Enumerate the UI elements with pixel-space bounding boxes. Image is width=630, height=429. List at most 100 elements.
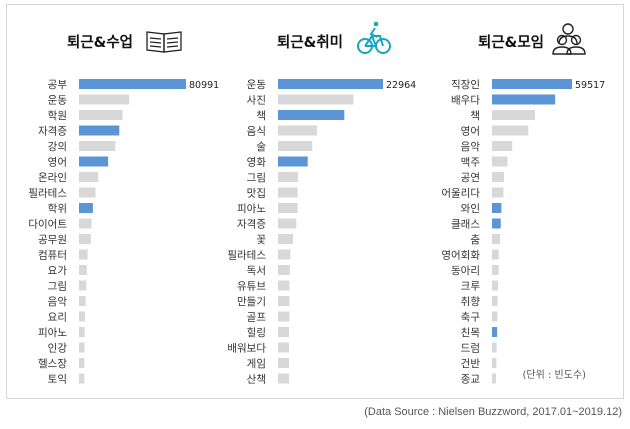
bars-layer: 공부운동학원자격증강의영어온라인필라테스학위다이어트공무원컴퓨터요가그림음악요리… (28, 79, 605, 386)
bar-2-17 (278, 327, 289, 337)
bar-2-16 (278, 311, 290, 322)
category-label-3-15: 취향 (461, 296, 481, 308)
category-label-2-14: 유튜브 (237, 281, 266, 293)
bar-1-10 (79, 218, 92, 229)
bar-1-15 (79, 296, 86, 306)
bar-3-15 (492, 296, 498, 306)
bar-3-11 (492, 234, 501, 244)
bar-3-6 (492, 156, 508, 167)
category-label-3-7: 공연 (461, 172, 480, 184)
category-label-1-11: 공무원 (38, 234, 67, 246)
category-label-2-19: 게임 (247, 357, 266, 370)
category-label-3-17: 친목 (461, 327, 481, 339)
category-label-1-5: 강의 (48, 141, 67, 153)
category-label-3-12: 영어회화 (441, 250, 480, 262)
chart-title-2: 퇴근&취미 (277, 34, 343, 51)
bar-1-9 (79, 203, 93, 213)
category-label-2-12: 필라테스 (227, 250, 266, 262)
bar-3-5 (492, 141, 513, 151)
bar-3-2 (492, 94, 556, 105)
bar-1-14 (79, 280, 87, 291)
category-label-1-2: 운동 (48, 95, 68, 107)
category-label-2-6: 영화 (247, 157, 267, 169)
bar-1-20 (79, 373, 85, 384)
category-label-3-19: 건반 (461, 358, 481, 370)
bar-2-14 (278, 280, 290, 291)
chart-frame (6, 4, 624, 399)
category-label-3-5: 음악 (461, 141, 481, 153)
category-label-1-3: 학원 (48, 110, 67, 122)
unit-label: (단위 : 빈도수) (522, 368, 586, 381)
bar-3-13 (492, 265, 499, 275)
bar-2-13 (278, 265, 290, 275)
bar-1-19 (79, 358, 85, 368)
bar-3-17 (492, 327, 498, 337)
bar-3-20 (492, 373, 496, 384)
category-label-2-20: 산책 (247, 374, 266, 386)
category-label-2-16: 골프 (247, 312, 267, 324)
category-label-2-15: 만들기 (237, 296, 266, 308)
category-label-2-4: 음식 (247, 126, 266, 138)
bar-2-5 (278, 141, 313, 151)
category-label-1-4: 자격증 (38, 125, 67, 138)
category-label-1-12: 컴퓨터 (38, 250, 67, 262)
category-label-2-3: 책 (256, 110, 266, 122)
bar-1-7 (79, 172, 99, 182)
category-label-1-13: 요가 (48, 265, 68, 277)
category-label-2-10: 자격증 (237, 218, 266, 231)
chart-title-3: 퇴근&모임 (478, 34, 544, 51)
category-label-3-20: 종교 (461, 374, 481, 386)
category-label-3-14: 크루 (461, 281, 481, 293)
value-label-1: 80991 (189, 80, 219, 91)
bicycle-icon (357, 21, 391, 54)
category-label-2-9: 피아노 (237, 203, 266, 215)
bar-1-5 (79, 141, 116, 151)
chart-title-1: 퇴근&수업 (67, 34, 133, 51)
bar-2-20 (278, 373, 289, 384)
bar-2-11 (278, 234, 294, 244)
bar-2-19 (278, 358, 289, 368)
category-label-1-15: 음악 (48, 296, 68, 308)
bar-1-8 (79, 187, 96, 198)
bar-3-14 (492, 280, 498, 291)
category-label-3-11: 춤 (470, 234, 480, 246)
bar-3-19 (492, 358, 497, 368)
bar-2-12 (278, 249, 291, 260)
category-label-1-18: 인강 (48, 343, 68, 355)
bar-1-16 (79, 311, 85, 322)
category-label-2-17: 힐링 (247, 326, 266, 339)
category-label-1-16: 요리 (48, 312, 67, 324)
bar-1-1 (79, 79, 186, 89)
bar-2-18 (278, 342, 289, 353)
bar-2-7 (278, 172, 299, 182)
category-label-1-7: 온라인 (38, 172, 67, 184)
category-label-3-2: 배우다 (451, 95, 480, 107)
category-label-1-9: 학위 (48, 202, 67, 215)
bar-2-10 (278, 218, 297, 229)
category-label-2-1: 운동 (247, 79, 267, 91)
category-label-2-7: 그림 (247, 172, 266, 184)
bar-2-1 (278, 79, 383, 89)
category-label-3-10: 클래스 (451, 219, 480, 231)
bar-3-8 (492, 187, 504, 198)
category-label-1-20: 토익 (48, 374, 67, 386)
bar-3-12 (492, 249, 499, 260)
bar-2-8 (278, 187, 298, 198)
bar-3-9 (492, 203, 502, 213)
category-label-3-18: 드럼 (461, 342, 480, 355)
category-label-2-13: 독서 (247, 265, 266, 277)
bar-1-12 (79, 249, 88, 260)
category-label-2-18: 배워보다 (227, 342, 266, 355)
category-label-3-9: 와인 (461, 203, 480, 215)
category-label-3-16: 축구 (461, 312, 481, 324)
bar-1-2 (79, 94, 130, 105)
category-label-3-13: 동아리 (451, 265, 480, 277)
category-label-1-19: 헬스장 (38, 358, 67, 370)
bar-3-7 (492, 172, 505, 182)
category-label-1-17: 피아노 (38, 327, 67, 339)
bar-3-1 (492, 79, 572, 89)
category-label-1-1: 공부 (48, 79, 68, 91)
bar-1-4 (79, 125, 120, 136)
bar-1-11 (79, 234, 91, 244)
bar-1-6 (79, 156, 109, 167)
